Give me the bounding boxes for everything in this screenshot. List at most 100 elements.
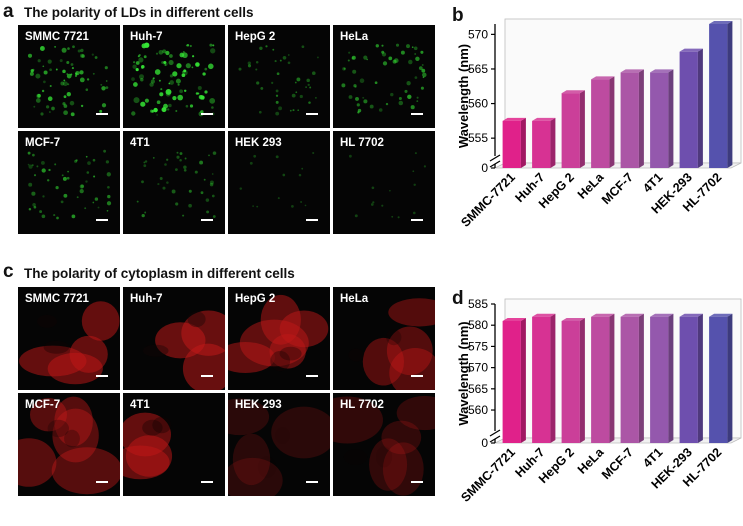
chart-floor [494,162,742,169]
y-tick-label: 560 [468,403,488,417]
scale-bar [201,481,213,483]
panel-b-letter: b [452,5,464,26]
scale-bar [96,375,108,377]
bar-top-face [561,317,585,321]
bar-side-face [727,21,733,168]
bar-top-face [502,317,526,321]
y-tick-label: 570 [468,27,488,41]
bar-front-face [620,72,639,168]
bar-front-face [502,320,521,443]
bar-huh-7 [532,117,556,168]
bar-front-face [650,72,669,168]
micrograph-panel-a-4: HeLa [333,25,435,128]
cell-line-label: HL 7702 [340,137,384,149]
axis-break-mark [489,435,501,443]
cell-line-label: HeLa [340,31,369,43]
scale-bar [96,219,108,221]
bar-top-face [502,117,526,121]
bar-smmc-7721 [502,117,526,168]
bar-hepg-2 [561,317,585,443]
bar-side-face [638,313,644,443]
bar-front-face [561,93,580,168]
bar-front-face [620,316,639,443]
bar-side-face [727,313,733,443]
bar-side-face [520,317,526,443]
micrograph-panel-a-8: HL 7702 [333,131,435,234]
scale-bar [96,481,108,483]
micrograph-panel-a-6: 4T1 [123,131,225,234]
bar-side-face [609,313,615,443]
bar-front-face [709,24,728,168]
micrograph-panel-a-7: HEK 293 [228,131,330,234]
scale-bar [201,219,213,221]
scale-bar [306,375,318,377]
bar-4t1 [650,69,674,168]
y-tick-label: 565 [468,62,488,76]
bar-side-face [520,117,526,168]
bar-4t1 [650,313,674,443]
bar-front-face [679,51,698,168]
bar-front-face [532,316,551,443]
cell-line-label: HepG 2 [235,293,276,305]
bar-top-face [679,313,703,317]
micrograph-panel-c-6: 4T1 [123,393,225,496]
bar-hl-7702 [709,313,733,443]
bar-front-face [650,316,669,443]
bar-huh-7 [532,313,556,443]
bar-front-face [532,120,551,168]
cell-line-label: SMMC 7721 [25,293,89,305]
y-tick-label-zero: 0 [481,436,488,450]
micrograph-panel-a-1: SMMC 7721 [18,25,120,128]
bar-top-face [679,48,703,52]
scale-bar [306,219,318,221]
y-tick-label: 565 [468,382,488,396]
panel-c-title: The polarity of cytoplasm in different c… [24,266,295,281]
bar-hek-293 [679,48,703,168]
bar-side-face [609,76,615,168]
bar-top-face [709,21,733,24]
cell-line-label: 4T1 [130,137,150,149]
bar-side-face [550,313,556,443]
cell-line-label: Huh-7 [130,293,163,305]
bar-side-face [697,313,703,443]
chart-floor [494,437,742,444]
micrograph-panel-c-1: SMMC 7721 [18,287,120,390]
bar-side-face [579,90,585,168]
bar-side-face [697,48,703,168]
y-tick-label-zero: 0 [481,161,488,175]
y-tick-label: 555 [468,131,488,145]
x-tick-label: 4T1 [640,445,665,470]
cell-line-label: HEK 293 [235,399,282,411]
bar-hela [591,76,615,168]
axis-break-mark [489,154,501,162]
y-tick-label: 560 [468,97,488,111]
y-axis-label: Wavelength (nm) [456,321,471,425]
bar-front-face [561,320,580,443]
panel-a-title: The polarity of LDs in different cells [24,5,254,20]
x-tick-label: SMMC-7721 [458,170,518,230]
bar-top-face [532,117,556,121]
scale-bar [411,113,423,115]
bar-side-face [668,69,674,168]
cell-line-label: 4T1 [130,399,150,411]
x-tick-label: MCF-7 [599,445,636,482]
micrograph-panel-a-2: Huh-7 [123,25,225,128]
cell-line-label: MCF-7 [25,137,61,149]
bar-top-face [532,313,556,317]
scale-bar [411,481,423,483]
bar-top-face [709,313,733,317]
bar-front-face [591,79,610,168]
bar-top-face [620,69,644,73]
bar-top-face [561,90,585,94]
y-tick-label: 570 [468,361,488,375]
scale-bar [201,375,213,377]
cell-line-label: HEK 293 [235,137,282,149]
bar-top-face [650,313,674,317]
bar-hek-293 [679,313,703,443]
scale-bar [411,219,423,221]
y-tick-label: 580 [468,318,488,332]
bar-front-face [502,120,521,168]
panel-d-letter: d [452,288,464,309]
panel-c-letter: c [3,261,14,282]
x-tick-label: 4T1 [640,170,665,195]
